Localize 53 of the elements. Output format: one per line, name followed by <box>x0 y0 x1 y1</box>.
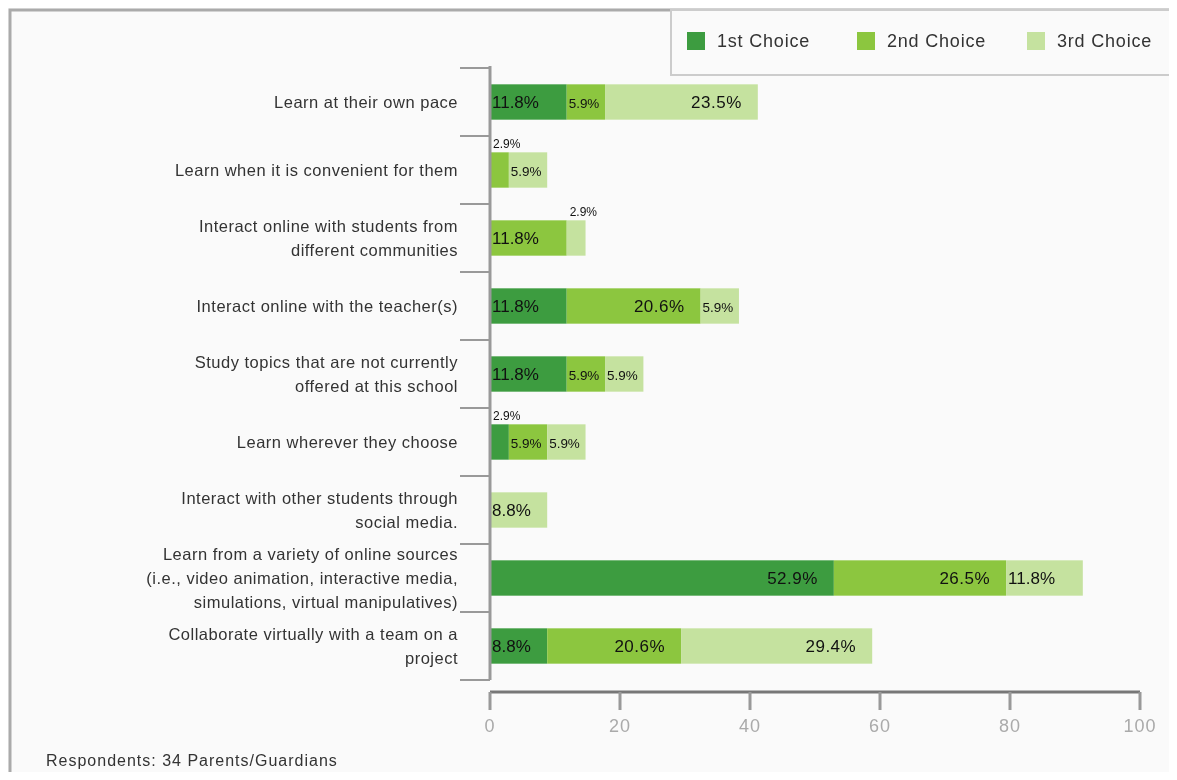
bar <box>490 424 509 460</box>
y-tick-label: Interact online with students from different communities <box>198 217 458 259</box>
bar <box>547 628 682 664</box>
bar <box>681 628 873 664</box>
data-label: 11.8% <box>1008 569 1056 588</box>
data-label: 8.8% <box>492 637 531 656</box>
data-label: 5.9% <box>510 164 542 179</box>
y-tick-label: Learn at their own pace <box>274 93 458 111</box>
data-label: 11.8% <box>492 229 539 248</box>
data-label: 8.8% <box>492 501 531 520</box>
bar <box>566 220 586 256</box>
data-label: 11.8% <box>492 365 539 384</box>
data-label: 5.9% <box>607 368 638 383</box>
data-label: 2.9% <box>569 205 598 220</box>
text: Respondents: 34 Parents/Guardians <box>46 752 338 769</box>
data-label: 5.9% <box>568 96 600 111</box>
data-label: 29.4% <box>805 637 857 656</box>
legend-label: 2nd Choice <box>887 31 987 51</box>
bar <box>490 560 834 596</box>
data-label: 5.9% <box>510 436 542 451</box>
data-label: 26.5% <box>939 569 991 588</box>
legend-label: 3rd Choice <box>1057 31 1153 51</box>
y-tick-label: Interact with other students through social media. <box>181 489 458 531</box>
data-label: 5.9% <box>568 368 600 383</box>
data-label: 11.8% <box>492 93 539 112</box>
bar <box>605 84 758 120</box>
x-tick-label: 40 <box>738 716 762 736</box>
bar <box>490 152 509 188</box>
x-tick-label: 0 <box>484 716 496 736</box>
bar <box>833 560 1007 596</box>
x-tick-label: 20 <box>608 716 632 736</box>
data-label: 2.9% <box>493 409 521 424</box>
data-label: 20.6% <box>633 297 685 316</box>
bar <box>566 288 701 324</box>
bar <box>1006 560 1083 596</box>
data-label: 20.6% <box>614 637 666 656</box>
data-label: 23.5% <box>691 93 742 112</box>
x-tick-label: 100 <box>1123 716 1157 736</box>
data-label: 2.9% <box>493 137 521 152</box>
bar <box>547 424 586 460</box>
y-tick-label: Learn when it is convenient for them <box>174 161 458 179</box>
data-label: 52.9% <box>767 569 818 588</box>
y-tick-label: Learn wherever they choose <box>236 433 458 451</box>
x-tick-label: 60 <box>868 716 892 736</box>
data-label: 5.9% <box>702 300 734 315</box>
legend-label: 1st Choice <box>717 31 811 51</box>
y-tick-label: Learn from a variety of online sources (i.e., video animation, interactive media, simulations, virtual manipulatives) <box>146 545 458 611</box>
y-tick-label: Study topics that are not currently offered at this school <box>194 353 459 395</box>
y-tick-label: Interact online with the teacher(s) <box>196 297 458 315</box>
y-tick-label: Collaborate virtually with a team on a project <box>168 625 459 667</box>
data-label: 5.9% <box>549 436 580 451</box>
data-label: 11.8% <box>492 297 539 316</box>
x-tick-label: 80 <box>998 716 1022 736</box>
